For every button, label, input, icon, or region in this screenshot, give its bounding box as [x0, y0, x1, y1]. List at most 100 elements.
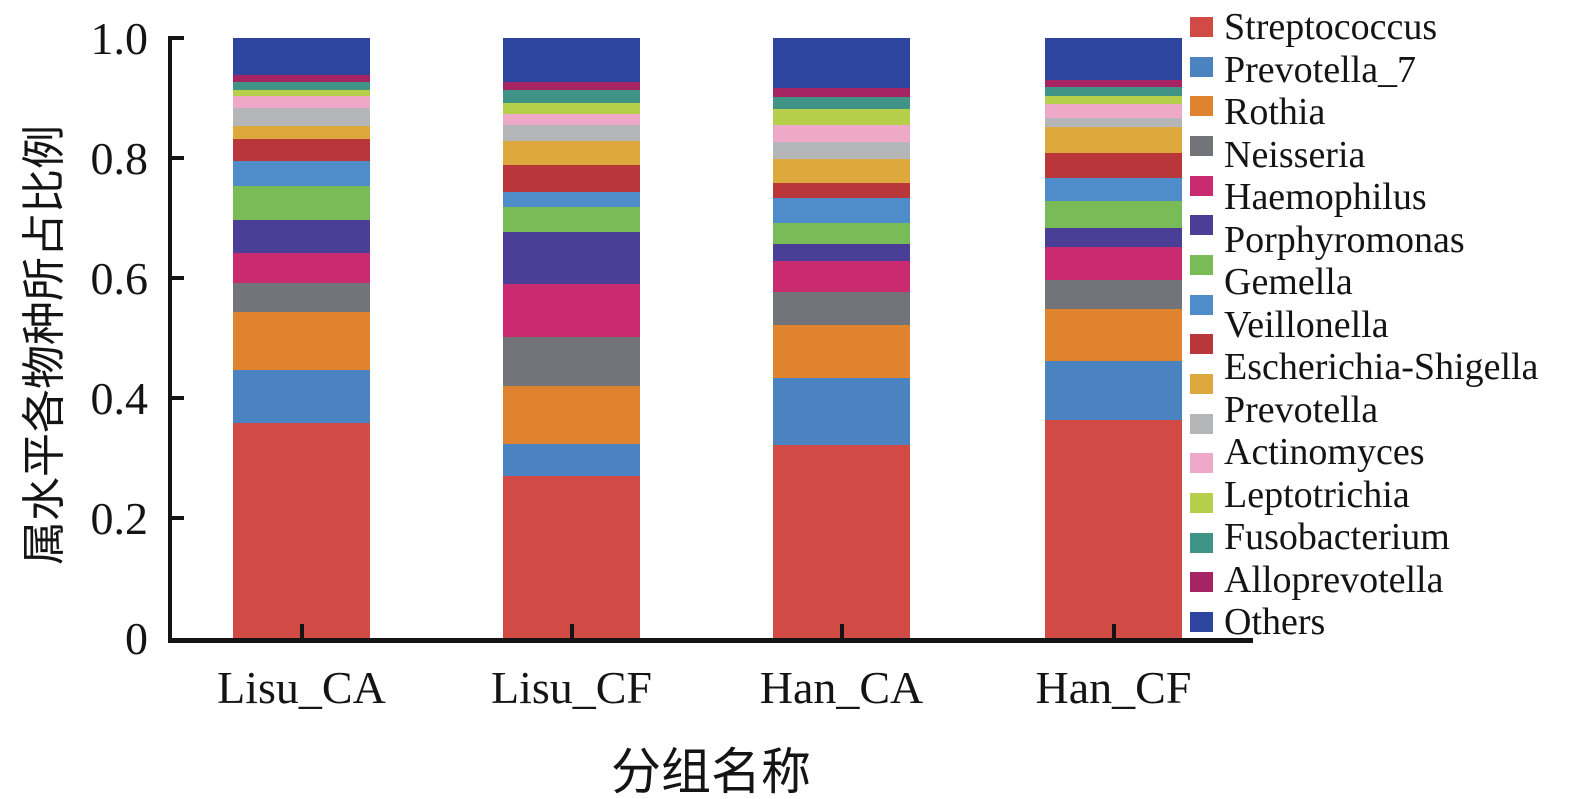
y-tick-mark: [170, 516, 184, 520]
bar-segment: [1045, 309, 1182, 361]
legend-label: Prevotella_7: [1224, 48, 1417, 91]
x-tick-mark: [839, 624, 844, 638]
legend-label: Escherichia-Shigella: [1224, 346, 1539, 388]
legend-swatch: [1190, 572, 1213, 593]
bar-segment: [233, 107, 370, 126]
x-axis-title: 分组名称: [611, 744, 811, 799]
bar-segment: [773, 108, 910, 125]
y-tick-mark: [170, 36, 184, 40]
x-axis-line: [168, 638, 1253, 643]
bar-segment: [1045, 228, 1182, 248]
bar-segment: [503, 336, 640, 386]
y-axis-line: [168, 36, 172, 643]
legend-label: Haemophilus: [1224, 176, 1427, 218]
bar-segment: [503, 103, 640, 114]
x-tick-label: Han_CA: [759, 662, 924, 713]
legend-label: Alloprevotella: [1224, 558, 1444, 601]
bar-segment: [1045, 95, 1182, 104]
bar-segment: [503, 90, 640, 104]
bar-segment: [233, 81, 370, 90]
bar-segment: [1045, 104, 1182, 119]
bar-segment: [503, 140, 640, 166]
bar-segment: [233, 138, 370, 161]
legend-swatch: [1190, 453, 1213, 474]
bar-segment: [503, 443, 640, 476]
bar-segment: [773, 324, 910, 379]
legend-swatch: [1190, 493, 1213, 514]
y-tick-mark: [170, 276, 184, 280]
bar-segment: [1045, 247, 1182, 281]
bar-segment: [1045, 80, 1182, 87]
bar-segment: [233, 161, 370, 186]
bar-segment: [503, 165, 640, 192]
bar-segment: [1045, 118, 1182, 128]
bar-segment: [1045, 153, 1182, 178]
x-tick-label: Han_CF: [1035, 662, 1192, 713]
legend-swatch: [1190, 215, 1213, 236]
bar-segment: [1045, 360, 1182, 421]
x-tick-mark: [569, 624, 574, 638]
x-tick-mark: [1111, 624, 1116, 638]
legend-label: Others: [1224, 601, 1326, 643]
legend-swatch: [1190, 255, 1213, 276]
bar-segment: [503, 113, 640, 125]
legend-swatch: [1190, 374, 1213, 395]
bar-segment: [503, 191, 640, 208]
legend-label: Porphyromonas: [1224, 218, 1465, 261]
bar-segment: [233, 370, 370, 424]
y-tick-label: 0.8: [90, 133, 149, 184]
x-tick-label: Lisu_CA: [217, 662, 386, 713]
legend-label: Fusobacterium: [1224, 516, 1450, 558]
y-tick-label: 0: [125, 613, 148, 664]
bar-segment: [233, 311, 370, 371]
bar-segment: [233, 95, 370, 108]
bar-segment: [773, 291, 910, 325]
bar-segment: [233, 89, 370, 96]
legend-swatch: [1190, 56, 1213, 77]
bar-segment: [773, 378, 910, 446]
bar-segment: [773, 243, 910, 262]
legend-label: Actinomyces: [1224, 431, 1425, 473]
bar-segment: [503, 476, 640, 638]
bar-segment: [773, 97, 910, 109]
bar-segment: [233, 252, 370, 283]
legend-label: Leptotrichia: [1224, 473, 1410, 516]
y-tick-label: 0.4: [90, 373, 149, 424]
legend-swatch: [1190, 17, 1213, 37]
bar-segment: [1045, 86, 1182, 96]
bar-segment: [773, 445, 910, 638]
bar-segment: [773, 182, 910, 198]
legend-swatch: [1190, 96, 1213, 117]
bar-segment: [773, 197, 910, 224]
bar-segment: [773, 38, 910, 89]
bar-segment: [503, 386, 640, 444]
bar-segment: [1045, 127, 1182, 154]
legend-swatch: [1190, 612, 1213, 633]
x-tick-mark: [299, 624, 304, 638]
bar-segment: [773, 223, 910, 244]
bar-segment: [773, 261, 910, 292]
legend-swatch: [1190, 136, 1213, 156]
x-tick-label: Lisu_CF: [490, 662, 653, 713]
bar-segment: [503, 81, 640, 91]
bar-segment: [233, 282, 370, 312]
bar-segment: [233, 125, 370, 139]
bar-segment: [773, 88, 910, 98]
legend-swatch: [1190, 413, 1213, 434]
bar-segment: [233, 423, 370, 638]
legend-label: Prevotella: [1224, 388, 1379, 431]
bar-segment: [1045, 200, 1182, 229]
bar-segment: [773, 158, 910, 183]
legend-swatch: [1190, 334, 1213, 355]
bar-segment: [233, 219, 370, 253]
bar-segment: [1045, 177, 1182, 201]
bar-segment: [503, 38, 640, 82]
bar-segment: [503, 207, 640, 233]
legend-swatch: [1190, 294, 1213, 315]
legend-label: Gemella: [1224, 261, 1353, 303]
bar-segment: [233, 185, 370, 220]
legend-label: Streptococcus: [1224, 6, 1438, 48]
bar-segment: [1045, 38, 1182, 80]
legend-swatch: [1190, 175, 1213, 196]
